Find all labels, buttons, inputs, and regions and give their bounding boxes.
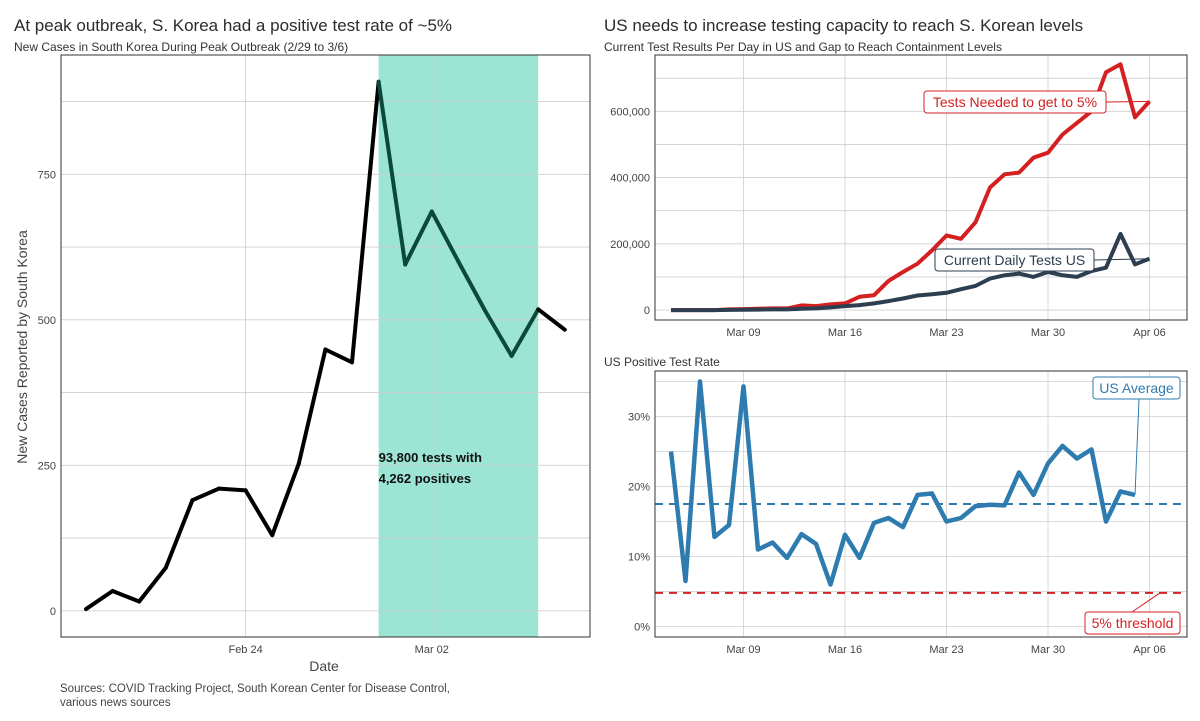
current-tests-label: Current Daily Tests US	[944, 252, 1085, 268]
tests-needed-label-box	[923, 90, 1107, 114]
left-y-axis-title: New Cases Reported by South Korea	[14, 230, 30, 464]
us-positive-rate-plot: 0% 10% 20% 30% Mar 09 Mar 16 Mar 23 Mar 30 Apr 0…	[628, 370, 1188, 656]
y-tick-label: 250	[38, 460, 56, 472]
tests-panel-border	[654, 54, 1188, 321]
source-note-line-2: various news sources	[60, 697, 171, 709]
us-average-label: US Average	[1099, 380, 1174, 396]
y-tick-label: 0	[50, 606, 56, 618]
y-tick-label: 750	[38, 169, 56, 181]
threshold-leader	[1131, 592, 1161, 613]
cases-line-segment	[509, 307, 541, 358]
source-note-line-1: Sources: COVID Tracking Project, South K…	[60, 683, 450, 695]
left-x-axis-title: Date	[309, 658, 339, 674]
rate-panel-border	[654, 370, 1188, 638]
x-tick-label: Apr 06	[1133, 327, 1165, 339]
current-tests-label-leader	[1093, 258, 1150, 261]
x-tick-label: Mar 09	[726, 327, 760, 339]
cases-line-segment	[163, 498, 195, 570]
left-chart-title: At peak outbreak, S. Korea had a positiv…	[14, 16, 452, 35]
x-tick-label: Mar 30	[1031, 644, 1065, 656]
cases-line-segment	[483, 308, 514, 358]
x-tick-label: Mar 23	[929, 644, 963, 656]
threshold-box	[1084, 611, 1181, 635]
left-panel-border	[60, 54, 591, 638]
cases-line-segment	[376, 79, 408, 267]
right-chart-title: US needs to increase testing capacity to…	[604, 16, 1083, 35]
positive-rate-chart-subtitle: US Positive Test Rate	[604, 355, 720, 369]
x-tick-label: Mar 02	[415, 644, 449, 656]
cases-line-segment	[84, 589, 115, 612]
y-tick-label: 20%	[628, 482, 650, 494]
tests-needed-label: Tests Needed to get to 5%	[933, 94, 1097, 110]
cases-line-segment	[110, 589, 142, 604]
y-tick-label: 10%	[628, 552, 650, 564]
tests-annotation-line: 4,262 positives	[379, 471, 472, 486]
y-tick-label: 400,000	[610, 173, 650, 185]
us-average-leader	[1134, 398, 1140, 495]
current-tests-line	[671, 231, 1151, 313]
y-tick-label: 0	[644, 305, 650, 317]
y-tick-label: 0%	[634, 622, 650, 634]
x-tick-label: Apr 06	[1133, 644, 1165, 656]
x-tick-label: Mar 16	[828, 644, 862, 656]
y-tick-label: 500	[38, 315, 56, 327]
us-tests-plot: 0 200,000 400,000 600,000 Mar 09 Mar 16 Mar 23…	[610, 54, 1188, 339]
cases-line-segment	[137, 565, 168, 604]
cases-line-segment	[456, 259, 487, 313]
korea-cases-plot: 0 250 500 750 Feb 24 Mar 02 93,800 tests with 4…	[38, 54, 591, 656]
x-tick-label: Mar 09	[726, 644, 760, 656]
cases-line-segment	[190, 486, 221, 503]
y-tick-label: 600,000	[610, 106, 650, 118]
cases-line-segment	[217, 486, 248, 493]
x-tick-label: Mar 30	[1031, 327, 1065, 339]
x-tick-label: Mar 16	[828, 327, 862, 339]
cases-line-segment	[270, 461, 301, 538]
cases-line-segment	[243, 488, 275, 538]
cases-line-segment	[296, 347, 328, 466]
cases-line-segment	[403, 209, 434, 267]
tests-chart-subtitle: Current Test Results Per Day in US and G…	[604, 40, 1002, 54]
positive-rate-line	[668, 379, 1136, 587]
cases-line-segment	[323, 347, 354, 365]
cases-line-segment	[536, 307, 567, 332]
current-tests-label-box	[934, 248, 1095, 272]
us-average-box	[1092, 376, 1181, 400]
tests-annotation-line: 93,800 tests with	[379, 450, 482, 465]
cases-line-segment	[350, 79, 381, 365]
peak-outbreak-band	[378, 55, 539, 637]
tests-needed-label-leader	[1105, 100, 1150, 103]
cases-line-segment	[429, 209, 461, 264]
y-tick-label: 200,000	[610, 239, 650, 251]
y-tick-label: 30%	[628, 412, 650, 424]
threshold-label: 5% threshold	[1092, 615, 1174, 631]
x-tick-label: Mar 23	[929, 327, 963, 339]
left-chart-subtitle: New Cases in South Korea During Peak Out…	[14, 40, 348, 54]
x-tick-label: Feb 24	[228, 644, 262, 656]
